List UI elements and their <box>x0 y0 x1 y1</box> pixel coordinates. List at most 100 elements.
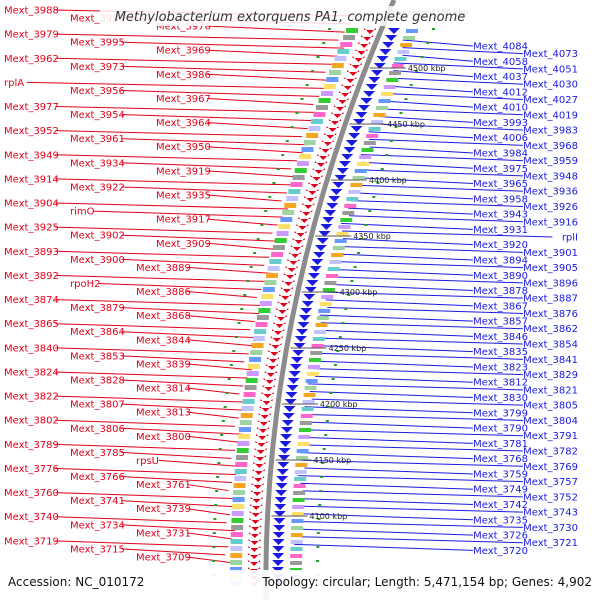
forward-gene-mark <box>248 532 261 538</box>
feature-block <box>309 358 322 362</box>
gc-mark <box>338 336 342 338</box>
forward-gene-mark <box>249 525 262 531</box>
leader-line-left <box>187 508 231 516</box>
gc-mark <box>218 448 222 450</box>
leader-line-right <box>295 520 523 528</box>
gene-label-right: Mext_3841 <box>523 355 578 366</box>
gene-label-right: Mext_3920 <box>473 240 528 251</box>
gc-mark <box>316 546 320 548</box>
leader-line-right <box>308 421 473 429</box>
feature-block <box>282 210 295 215</box>
leader-line-left <box>55 371 248 379</box>
feature-block <box>243 392 256 397</box>
leader-line-left <box>121 186 287 194</box>
leader-line-left <box>207 73 332 81</box>
feature-block <box>264 280 277 285</box>
feature-block <box>331 253 344 257</box>
feature-block <box>329 260 342 264</box>
forward-gene-mark <box>361 35 374 41</box>
forward-gene-mark <box>274 315 287 321</box>
kbp-tick-label: 4300 kbp <box>340 288 378 297</box>
leader-line-right <box>327 306 523 314</box>
leader-line-left <box>55 154 297 162</box>
gene-label-left: Mext_3766 <box>70 472 125 483</box>
leader-line-left <box>55 250 270 258</box>
gene-label-left: Mext_3824 <box>4 367 59 378</box>
forward-gene-mark <box>290 245 303 251</box>
feature-block <box>343 35 356 40</box>
gc-mark <box>212 532 216 534</box>
gc-mark <box>357 252 361 254</box>
gc-mark <box>385 154 389 156</box>
leader-line-left <box>55 106 320 114</box>
feature-block <box>383 85 396 89</box>
gene-label-left: Mext_3802 <box>4 416 59 427</box>
leader-line-left <box>207 146 303 154</box>
feature-block <box>299 421 312 425</box>
feature-block <box>403 36 416 40</box>
gene-label-left: Mext_3719 <box>4 536 59 547</box>
reverse-gene-mark <box>273 525 286 531</box>
reverse-gene-mark <box>272 553 285 559</box>
feature-block <box>230 553 243 558</box>
leader-line-left <box>55 347 249 355</box>
gene-label-right: Mext_3854 <box>523 340 578 351</box>
gene-label-left: Mext_3879 <box>70 303 125 314</box>
gene-label-left: Mext_3949 <box>4 150 59 161</box>
leader-line-left <box>55 130 302 138</box>
gc-mark <box>331 378 335 380</box>
feature-block <box>230 560 243 565</box>
leader-line-right <box>294 543 473 551</box>
gc-mark <box>212 560 216 562</box>
reverse-gene-mark <box>385 35 398 41</box>
reverse-gene-mark <box>278 455 291 461</box>
feature-block <box>303 140 316 145</box>
gc-mark <box>213 518 217 520</box>
gc-mark <box>220 434 224 436</box>
accession-text: Accession: NC_010172 <box>8 575 144 589</box>
leader-line-right <box>393 70 473 78</box>
feature-block <box>324 281 337 285</box>
leader-line-right <box>369 146 473 154</box>
forward-gene-mark <box>249 511 262 517</box>
feature-block <box>397 50 410 54</box>
gene-label-right: Mext_3862 <box>523 324 578 335</box>
leader-line-right <box>298 505 523 513</box>
reverse-gene-mark <box>293 343 306 349</box>
feature-block <box>354 169 367 173</box>
leader-line-right <box>376 115 473 123</box>
leader-line-right <box>384 85 473 93</box>
leader-line-right <box>342 238 473 246</box>
gene-label-right: Mext_3887 <box>523 294 578 305</box>
genome-summary-text: Topology: circular; Length: 5,471,154 bp… <box>261 575 592 589</box>
feature-block <box>342 211 355 215</box>
gene-label-left: Mext_3789 <box>4 440 59 451</box>
feature-block <box>291 526 304 530</box>
reverse-gene-mark <box>281 420 294 426</box>
reverse-gene-mark <box>298 315 311 321</box>
gc-mark <box>319 490 323 492</box>
feature-block <box>246 371 259 376</box>
feature-block <box>327 267 340 271</box>
reverse-gene-mark <box>352 119 365 125</box>
gene-label-left: Mext_3813 <box>136 408 191 419</box>
reverse-gene-mark <box>336 168 349 174</box>
reverse-gene-mark <box>280 427 293 433</box>
reverse-gene-mark <box>303 294 316 300</box>
gc-mark <box>317 518 321 520</box>
feature-block <box>290 547 303 551</box>
gc-mark <box>268 196 272 198</box>
feature-block <box>306 133 319 138</box>
gene-label-left: Mext_3776 <box>4 464 59 475</box>
leader-line-left <box>187 339 254 347</box>
gc-mark <box>399 112 403 114</box>
forward-gene-mark <box>300 210 313 216</box>
forward-gene-mark <box>284 273 297 279</box>
forward-gene-mark <box>358 42 371 48</box>
gc-mark <box>360 238 364 240</box>
feature-block <box>310 351 323 355</box>
leader-line-right <box>341 230 553 238</box>
feature-block <box>290 533 303 537</box>
kbp-tick-label: 4150 kbp <box>314 456 352 465</box>
